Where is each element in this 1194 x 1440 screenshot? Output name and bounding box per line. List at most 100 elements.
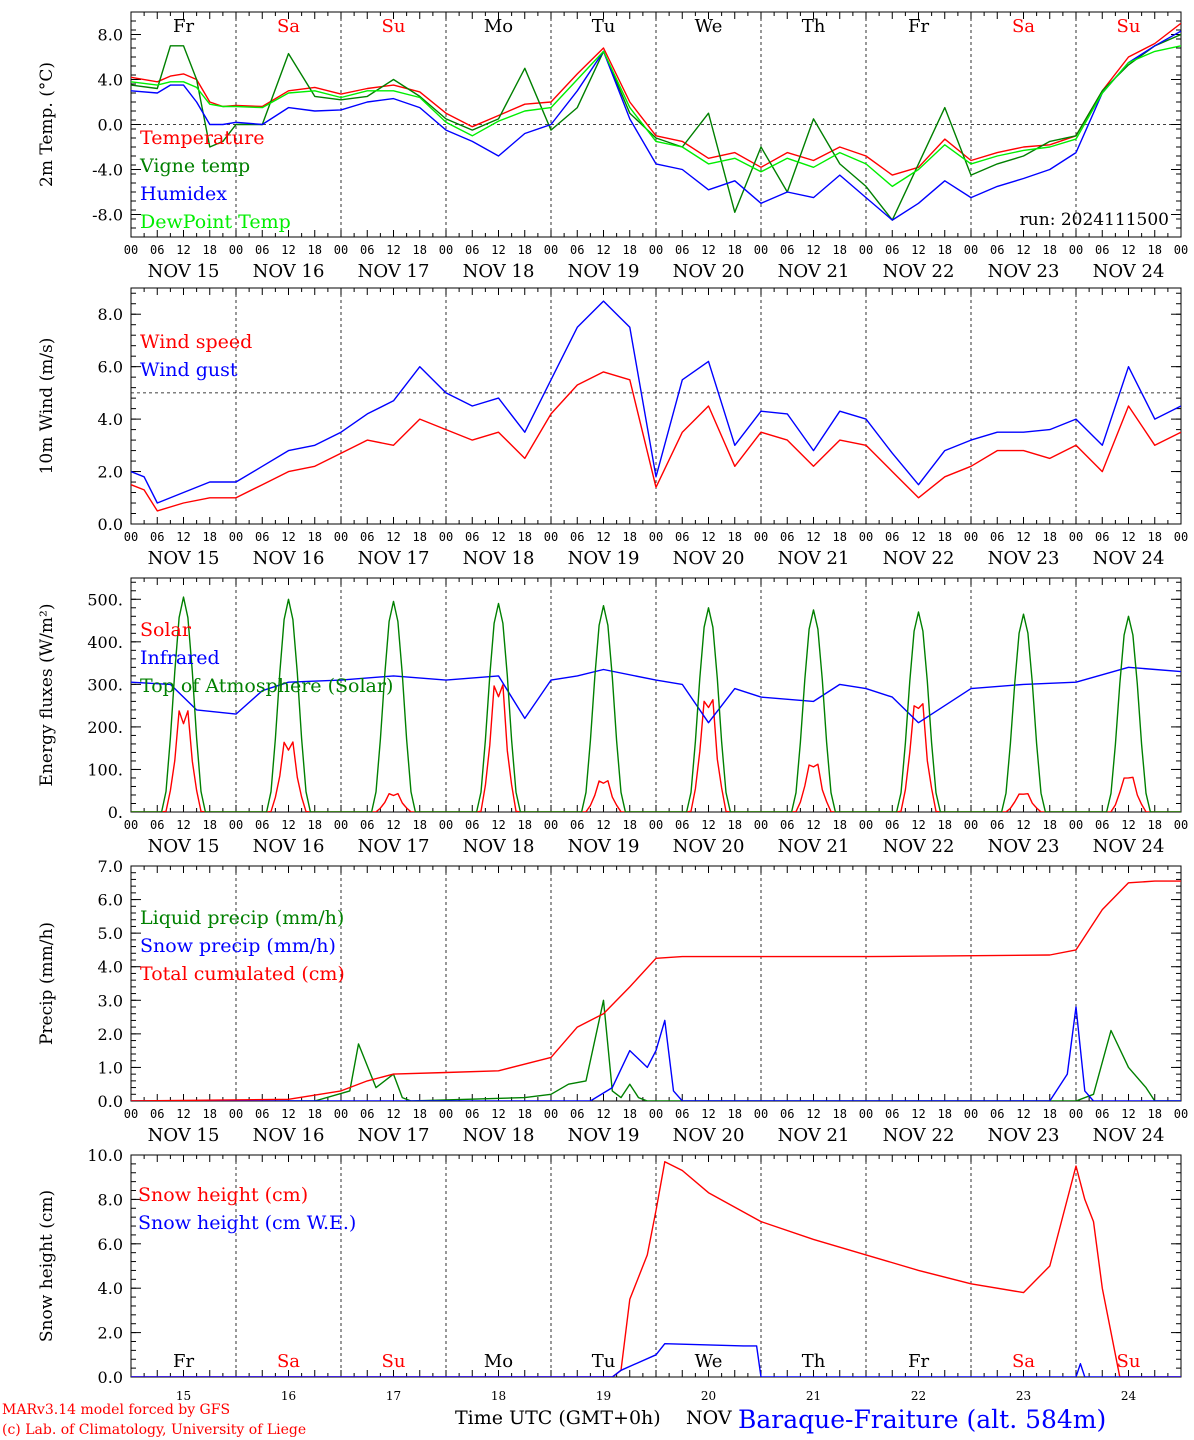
hour-tick-label: 06 [570, 243, 584, 257]
hour-tick-label: 18 [1148, 1107, 1162, 1121]
hour-tick-label: 00 [859, 818, 873, 832]
hour-tick-label: 06 [465, 818, 479, 832]
hour-tick-label: 00 [649, 818, 663, 832]
series-group [131, 596, 1181, 812]
hour-tick-label: 18 [1043, 243, 1057, 257]
hour-tick-label: 18 [938, 818, 952, 832]
date-label: NOV 16 [253, 261, 325, 282]
y-tick-label: 200. [87, 718, 123, 737]
hour-tick-label: 12 [281, 243, 295, 257]
hour-tick-label: 12 [806, 1107, 820, 1121]
hour-tick-label: 00 [124, 243, 138, 257]
weekday-label: Fr [908, 16, 929, 37]
hour-tick-label: 00 [229, 243, 243, 257]
credit-line-1: MARv3.14 model forced by GFS [2, 1402, 230, 1418]
hour-tick-label: 06 [360, 1107, 374, 1121]
hour-tick-label: 18 [728, 818, 742, 832]
date-label: NOV 18 [463, 836, 535, 857]
day-number-label: 17 [386, 1389, 401, 1403]
series-line-temperature [131, 22, 1181, 176]
date-label: NOV 23 [988, 1125, 1060, 1146]
hour-tick-label: 06 [465, 243, 479, 257]
date-label: NOV 19 [568, 548, 640, 569]
hour-tick-label: 06 [150, 243, 164, 257]
weekday-label: Su [1117, 16, 1141, 37]
hour-tick-label: 00 [1174, 818, 1188, 832]
series-line-snow-height-cm-w-e- [131, 1343, 1181, 1377]
hour-tick-label: 12 [596, 243, 610, 257]
date-label: NOV 21 [778, 261, 850, 282]
y-tick-label: 2.0 [98, 1025, 123, 1044]
hour-tick-label: 18 [728, 530, 742, 544]
hour-tick-label: 00 [334, 818, 348, 832]
hour-tick-label: 18 [308, 1107, 322, 1121]
y-tick-label: 400. [87, 633, 123, 652]
hour-tick-label: 06 [885, 1107, 899, 1121]
hour-tick-label: 06 [885, 243, 899, 257]
y-tick-label: 6.0 [98, 1235, 123, 1254]
series-line-humidex [131, 30, 1181, 221]
hour-tick-label: 18 [623, 530, 637, 544]
hour-tick-label: 12 [701, 530, 715, 544]
hour-tick-label: 06 [1095, 530, 1109, 544]
date-label: NOV 18 [463, 548, 535, 569]
weekday-label: Fr [908, 1351, 929, 1372]
hour-tick-label: 00 [124, 530, 138, 544]
y-tick-label: -4.0 [92, 161, 123, 180]
month-label: NOV [686, 1407, 732, 1429]
hour-tick-label: 18 [203, 818, 217, 832]
hour-tick-label: 18 [938, 530, 952, 544]
hour-tick-label: 06 [570, 1107, 584, 1121]
hour-tick-label: 18 [1148, 530, 1162, 544]
hour-tick-label: 00 [649, 530, 663, 544]
series-group [131, 880, 1181, 1101]
date-label: NOV 15 [148, 1125, 220, 1146]
y-tick-label: 3.0 [98, 991, 123, 1010]
hour-tick-label: 12 [386, 818, 400, 832]
hour-tick-label: 18 [308, 530, 322, 544]
series-line-top-of-atmosphere-solar- [131, 596, 1181, 812]
weekday-label: Sa [277, 16, 300, 37]
weekday-label: Su [382, 1351, 406, 1372]
hour-tick-label: 00 [544, 243, 558, 257]
y-tick-label: 0. [108, 803, 123, 822]
date-label: NOV 16 [253, 836, 325, 857]
hour-tick-label: 12 [491, 1107, 505, 1121]
day-number-label: 21 [806, 1389, 821, 1403]
hour-tick-label: 00 [754, 1107, 768, 1121]
y-axis-label: Snow height (cm) [37, 1190, 57, 1342]
date-label: NOV 18 [463, 1125, 535, 1146]
hour-tick-label: 06 [675, 530, 689, 544]
y-tick-label: 0.0 [98, 116, 123, 135]
panel-1: -8.0 -4.0 0.0 4.0 8.0 2m Temp. (°C) 00 06 12 18 NO… [37, 11, 1188, 282]
hour-tick-label: 06 [1095, 1107, 1109, 1121]
date-label: NOV 23 [988, 836, 1060, 857]
y-tick-label: 0.0 [98, 515, 123, 534]
hour-tick-label: 18 [518, 530, 532, 544]
date-label: NOV 16 [253, 1125, 325, 1146]
hour-tick-label: 18 [518, 818, 532, 832]
hour-tick-label: 00 [544, 818, 558, 832]
date-label: NOV 20 [673, 548, 745, 569]
hour-tick-label: 06 [360, 243, 374, 257]
series-line-total-cumulated-cm- [131, 880, 1181, 1101]
hour-tick-label: 12 [1121, 818, 1135, 832]
hour-tick-label: 00 [439, 1107, 453, 1121]
hour-tick-label: 00 [754, 243, 768, 257]
hour-tick-label: 00 [124, 1107, 138, 1121]
y-tick-label: 300. [87, 675, 123, 694]
hour-tick-label: 12 [386, 1107, 400, 1121]
weekday-label: Sa [1012, 16, 1035, 37]
series-group [131, 22, 1181, 221]
series-line-solar [131, 684, 1181, 812]
y-tick-label: 500. [87, 590, 123, 609]
date-label: NOV 22 [883, 548, 955, 569]
hour-tick-label: 12 [596, 530, 610, 544]
hour-tick-label: 06 [570, 530, 584, 544]
day-number-label: 20 [701, 1389, 716, 1403]
hour-tick-label: 00 [1069, 530, 1083, 544]
hour-tick-label: 06 [570, 818, 584, 832]
date-label: NOV 19 [568, 1125, 640, 1146]
legend-entry: Top of Atmosphere (Solar) [140, 675, 393, 697]
series-line-liquid-precip-mm-h- [131, 999, 1181, 1101]
